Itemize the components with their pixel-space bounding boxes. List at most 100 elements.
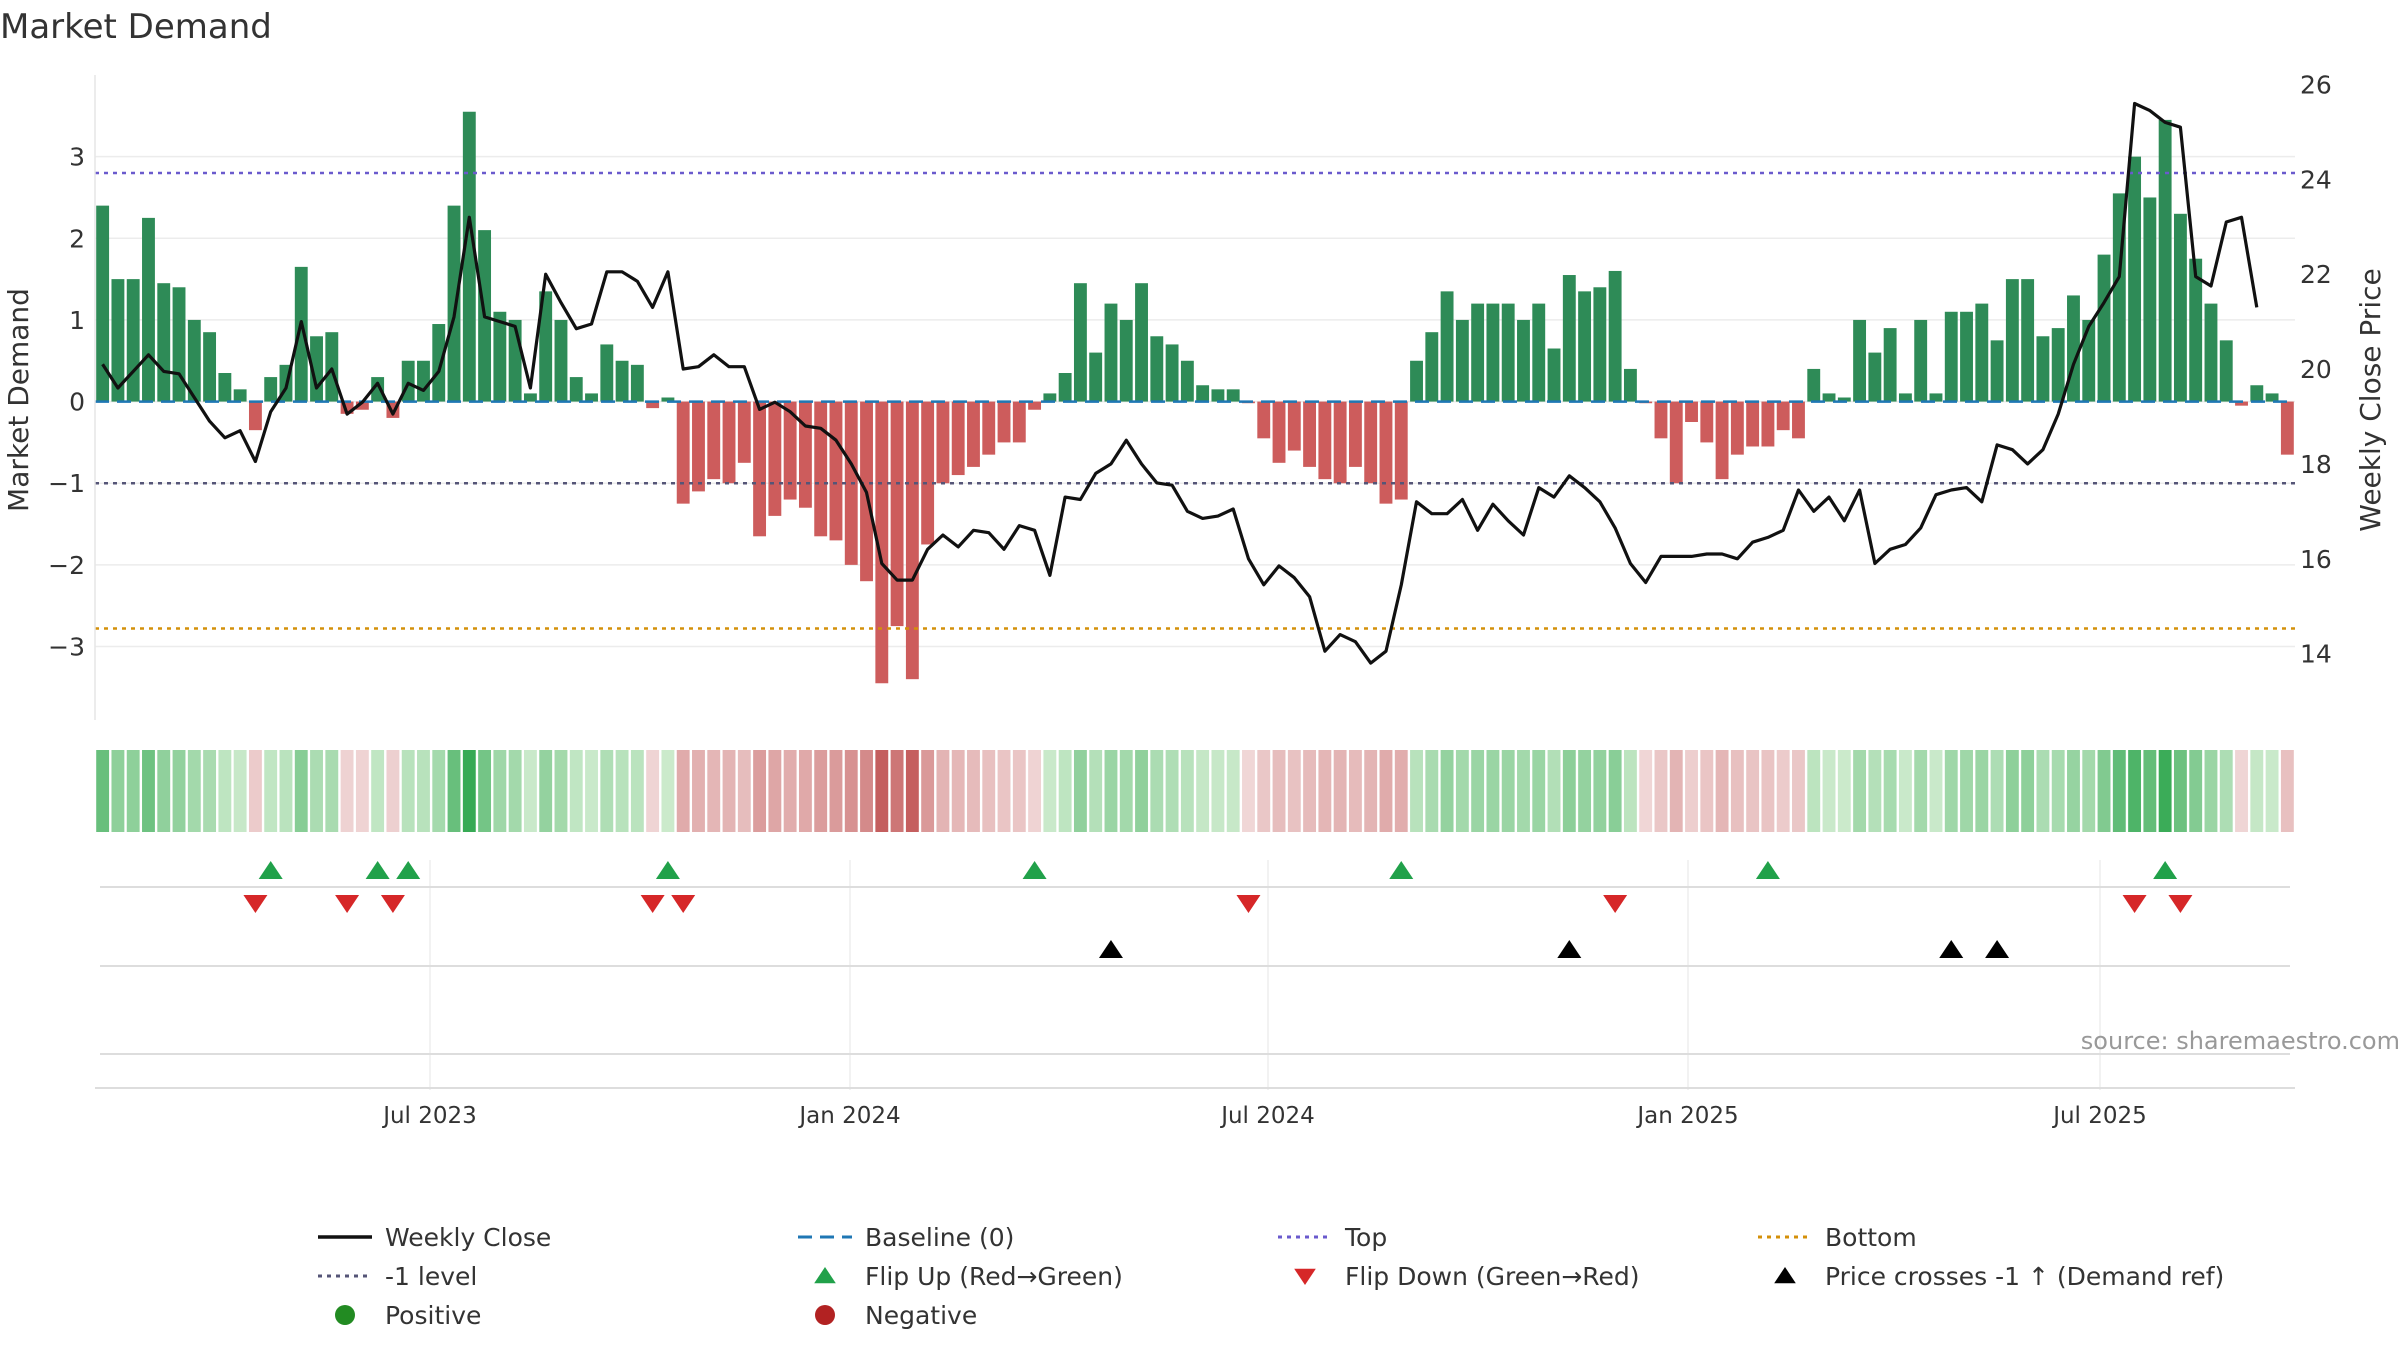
demand-bar	[875, 401, 889, 684]
demand-bar	[967, 401, 980, 467]
demand-bar	[936, 401, 950, 484]
demand-bar	[1379, 401, 1393, 504]
heat-cell	[692, 750, 705, 832]
legend-swatch-triangle-up	[814, 1267, 836, 1284]
heat-cell	[1654, 750, 1668, 832]
heat-cell	[1379, 750, 1393, 832]
heat-cell	[1348, 750, 1362, 832]
legend-swatch-triangle-up	[1774, 1267, 1796, 1284]
heat-cell	[554, 750, 568, 832]
heat-cell	[462, 750, 476, 832]
flip-up-marker	[365, 861, 390, 879]
heat-cell	[2189, 750, 2203, 832]
legend-label: Price crosses -1 ↑ (Demand ref)	[1825, 1262, 2224, 1291]
demand-bar	[264, 377, 278, 402]
y2-tick-label: 16	[2300, 545, 2332, 574]
heat-cell	[417, 750, 430, 832]
demand-bar	[2051, 328, 2065, 402]
heat-cell	[1211, 750, 1225, 832]
demand-bar	[554, 319, 568, 402]
demand-bar	[951, 401, 965, 476]
demand-bar	[248, 401, 262, 431]
flip-down-marker	[640, 895, 665, 913]
heat-cell	[1578, 750, 1592, 832]
demand-bar	[1104, 303, 1118, 402]
weekly-close-line	[101, 101, 2259, 665]
demand-bar	[2067, 295, 2080, 402]
heat-cell	[539, 750, 553, 832]
heat-cell	[2128, 750, 2142, 832]
demand-bar	[142, 217, 155, 402]
heat-cell	[1333, 750, 1347, 832]
heat-cell	[1012, 750, 1026, 832]
heat-cell	[355, 750, 369, 832]
heat-cell	[203, 750, 217, 832]
demand-bar	[447, 205, 461, 402]
heat-cell	[432, 750, 446, 832]
demand-bar	[157, 283, 171, 402]
demand-bar	[2021, 279, 2035, 402]
demand-bar	[2173, 213, 2187, 402]
y2-tick-label: 26	[2300, 70, 2332, 99]
heat-cell	[768, 750, 782, 832]
heat-cell	[890, 750, 904, 832]
heat-cell	[1792, 750, 1805, 832]
heat-cell	[1669, 750, 1683, 832]
demand-bar	[1150, 336, 1164, 402]
heat-cell	[1119, 750, 1133, 832]
heat-cell	[1975, 750, 1989, 832]
demand-bar	[417, 360, 430, 402]
y-tick-label: 3	[69, 143, 85, 172]
legend-item: Flip Down (Green→Red)	[1294, 1262, 1640, 1291]
heat-cell	[1364, 750, 1378, 832]
heat-cell	[233, 750, 247, 832]
heat-cell	[2112, 750, 2126, 832]
demand-bar	[630, 364, 644, 402]
heat-cell	[1807, 750, 1821, 832]
demand-bar	[707, 401, 721, 480]
heat-cell	[310, 750, 323, 832]
demand-bar	[1043, 393, 1057, 402]
demand-bar	[1608, 270, 1622, 402]
heat-cell	[814, 750, 828, 832]
heat-cell	[2265, 750, 2279, 832]
heat-cell	[798, 750, 812, 832]
heat-cell	[1761, 750, 1775, 832]
flip-down-marker	[1603, 895, 1628, 913]
flip-down-marker	[671, 895, 696, 913]
heat-cell	[248, 750, 262, 832]
demand-bar	[1058, 373, 1072, 402]
y2-tick-label: 14	[2300, 640, 2332, 669]
heat-cell	[1853, 750, 1867, 832]
demand-bar	[294, 266, 308, 402]
legend-label: Weekly Close	[385, 1223, 551, 1252]
demand-bar	[585, 393, 598, 402]
heat-cell	[1517, 750, 1530, 832]
heat-cell	[2067, 750, 2080, 832]
flip-up-marker	[1755, 861, 1780, 879]
heat-cell	[2021, 750, 2035, 832]
demand-bar	[1089, 352, 1103, 402]
heat-cell	[1257, 750, 1271, 832]
demand-bar	[233, 389, 247, 402]
heat-cell	[279, 750, 293, 832]
heat-cell	[1058, 750, 1072, 832]
flip-up-marker	[655, 861, 680, 879]
flip-up-marker	[396, 861, 421, 879]
demand-bar	[2143, 197, 2157, 402]
legend-item: Weekly Close	[318, 1223, 551, 1252]
legend-label: Positive	[385, 1301, 481, 1330]
heat-cell	[1868, 750, 1882, 832]
demand-bar	[783, 401, 797, 500]
heat-cell	[1196, 750, 1210, 832]
heat-cell	[294, 750, 308, 832]
heat-cell	[1165, 750, 1179, 832]
heat-cell	[1746, 750, 1760, 832]
x-tick-label: Jul 2024	[1219, 1103, 1315, 1129]
heat-cell	[111, 750, 125, 832]
demand-bar	[2128, 156, 2142, 402]
demand-bar	[1715, 401, 1729, 480]
heat-cell	[1073, 750, 1087, 832]
demand-bar	[1455, 319, 1469, 402]
heat-cell	[2143, 750, 2157, 832]
